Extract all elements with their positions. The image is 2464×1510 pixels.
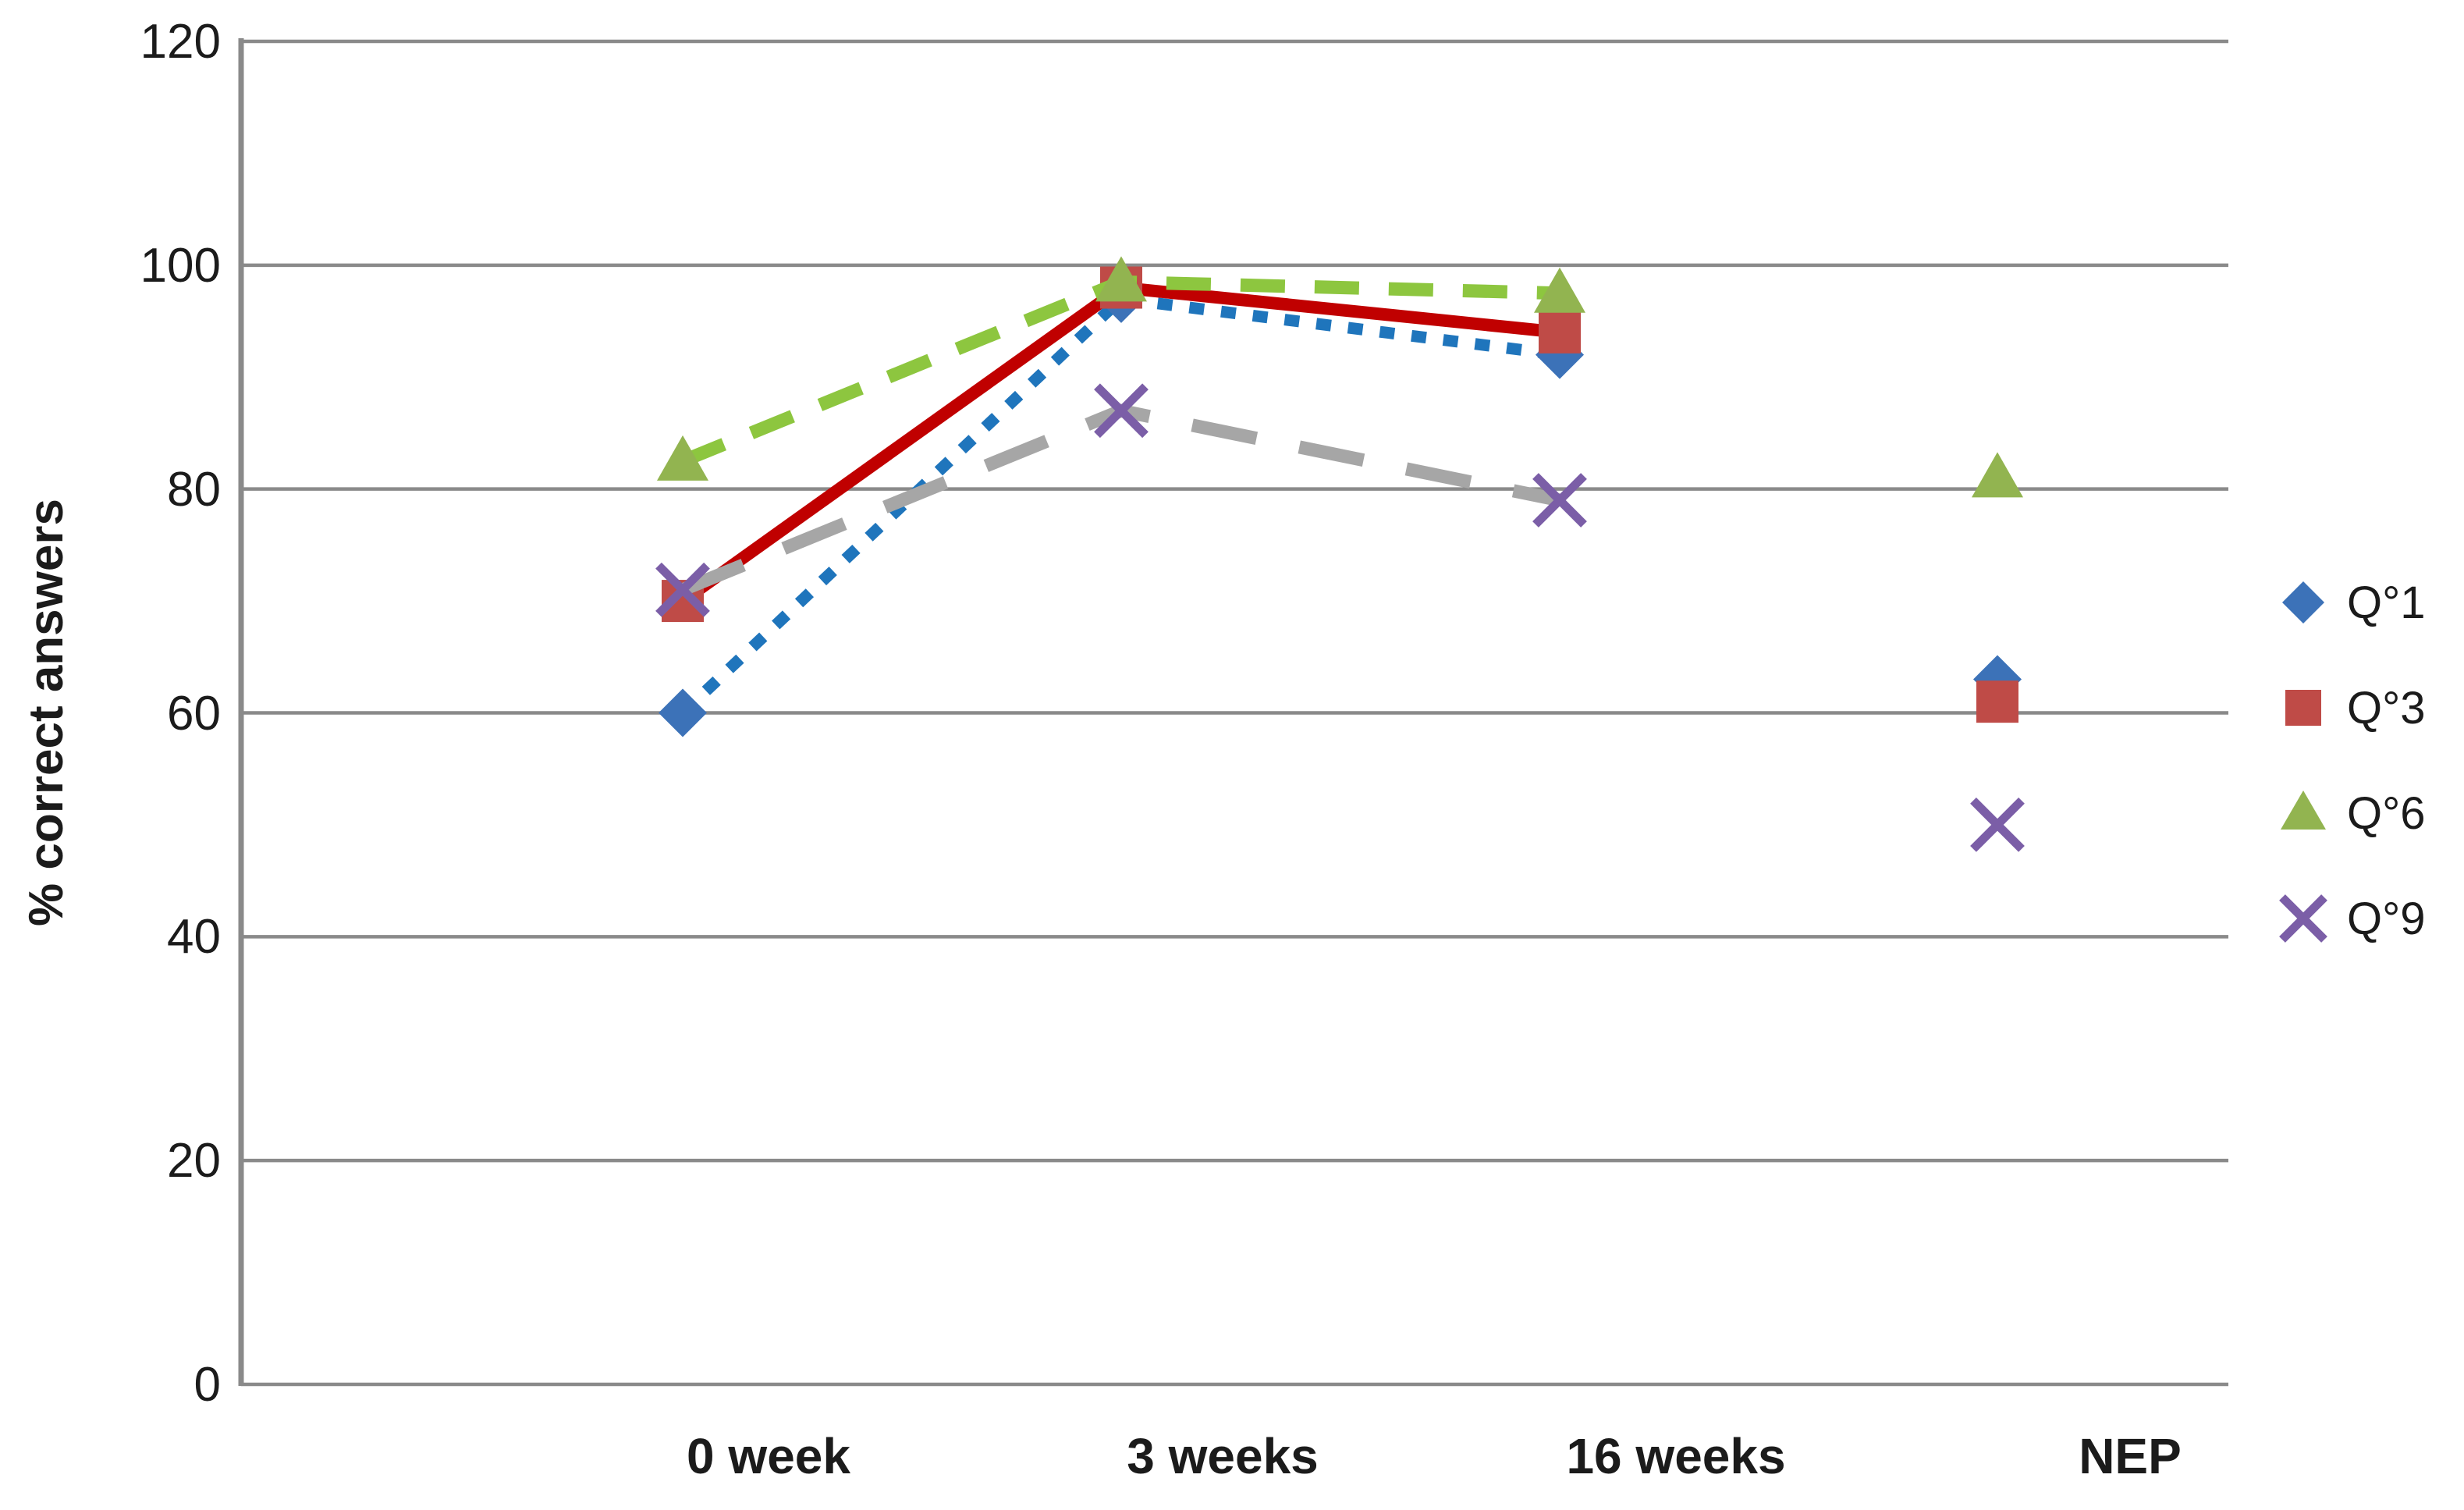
- y-tick-100: 100: [140, 239, 221, 293]
- y-tick-40: 40: [167, 910, 221, 964]
- data-series: [655, 256, 2025, 852]
- marker-q3-4: [1976, 680, 2018, 723]
- marker-q6-3: [1534, 267, 1585, 313]
- y-tick-60: 60: [167, 687, 221, 741]
- series-line-q1: [678, 292, 1560, 717]
- y-tick-0: 0: [194, 1358, 221, 1412]
- y-tick-80: 80: [167, 463, 221, 517]
- x-label-0-week: 0 week: [687, 1428, 850, 1484]
- legend-marker-q1: [2282, 581, 2324, 624]
- marker-q6-2: [1095, 256, 1147, 302]
- marker-q9-4: [1970, 798, 2025, 852]
- marker-q3-3: [1539, 311, 1581, 354]
- marker-q6-1: [657, 435, 708, 481]
- marker-q1-1: [659, 688, 707, 737]
- series-line-q3: [679, 281, 1560, 606]
- gridlines: [238, 38, 2228, 1387]
- legend-marker-q9: [2279, 894, 2327, 943]
- x-axis-labels: 0 week 3 weeks 16 weeks NEP: [687, 1428, 2182, 1484]
- y-tick-20: 20: [167, 1134, 221, 1188]
- y-axis-ticks: 120 100 80 60 40 20 0: [140, 15, 221, 1412]
- legend-label-q1: Q°1: [2347, 577, 2426, 628]
- legend-marker-q6: [2281, 791, 2326, 830]
- legend-label-q3: Q°3: [2347, 683, 2426, 734]
- x-label-nep: NEP: [2079, 1428, 2182, 1484]
- x-label-3-weeks: 3 weeks: [1127, 1428, 1319, 1484]
- legend-label-q6: Q°6: [2347, 788, 2426, 839]
- legend-markers: [2279, 581, 2327, 943]
- y-axis-title: % correct answers: [20, 499, 73, 926]
- marker-q6-4: [1972, 452, 2023, 498]
- marker-q9-2: [1094, 383, 1149, 439]
- y-tick-120: 120: [140, 15, 221, 69]
- legend: Q°1 Q°3 Q°6 Q°9: [2279, 577, 2426, 944]
- legend-label-q9: Q°9: [2347, 894, 2426, 944]
- marker-q9-3: [1532, 473, 1587, 528]
- marker-q9-1: [655, 562, 710, 617]
- legend-marker-q3: [2285, 690, 2321, 726]
- x-label-16-weeks: 16 weeks: [1566, 1428, 1785, 1484]
